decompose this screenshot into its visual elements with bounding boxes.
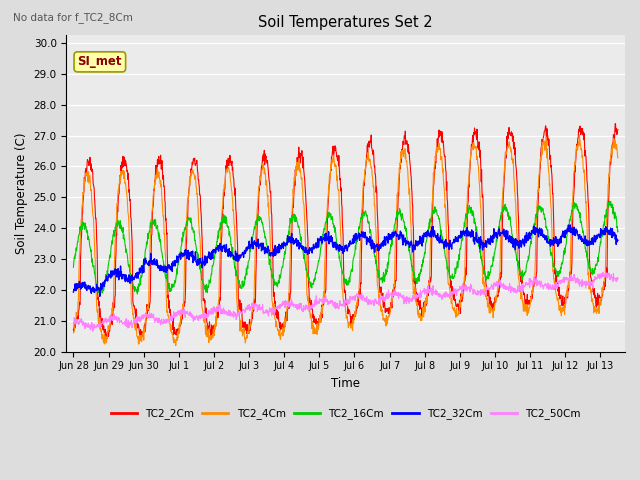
TC2_2Cm bbox=[70, 326, 77, 332]
TC2_4Cm bbox=[508, 149, 515, 155]
TC2_32Cm bbox=[614, 238, 622, 243]
TC2_50Cm bbox=[614, 275, 622, 281]
TC2_50Cm bbox=[70, 320, 77, 326]
TC2_50Cm bbox=[124, 317, 132, 323]
TC2_32Cm bbox=[525, 234, 533, 240]
X-axis label: Time: Time bbox=[332, 377, 360, 390]
Line: TC2_4Cm: TC2_4Cm bbox=[74, 135, 618, 346]
Legend: TC2_2Cm, TC2_4Cm, TC2_16Cm, TC2_32Cm, TC2_50Cm: TC2_2Cm, TC2_4Cm, TC2_16Cm, TC2_32Cm, TC… bbox=[106, 404, 585, 423]
Line: TC2_2Cm: TC2_2Cm bbox=[74, 124, 618, 339]
TC2_32Cm bbox=[566, 222, 574, 228]
Text: No data for f_TC2_8Cm: No data for f_TC2_8Cm bbox=[13, 12, 132, 23]
TC2_2Cm bbox=[275, 309, 282, 315]
TC2_50Cm bbox=[525, 281, 533, 287]
TC2_2Cm bbox=[124, 170, 132, 176]
TC2_16Cm bbox=[124, 262, 132, 268]
TC2_32Cm bbox=[70, 289, 77, 295]
TC2_2Cm bbox=[508, 133, 515, 139]
TC2_16Cm bbox=[70, 264, 77, 270]
TC2_2Cm bbox=[614, 127, 622, 133]
TC2_16Cm bbox=[508, 224, 515, 229]
TC2_16Cm bbox=[113, 221, 120, 227]
TC2_16Cm bbox=[614, 228, 622, 234]
TC2_4Cm bbox=[70, 330, 77, 336]
Line: TC2_50Cm: TC2_50Cm bbox=[74, 272, 618, 331]
TC2_16Cm bbox=[605, 199, 613, 204]
TC2_2Cm bbox=[598, 294, 605, 300]
TC2_4Cm bbox=[275, 328, 282, 334]
Line: TC2_16Cm: TC2_16Cm bbox=[74, 202, 618, 295]
TC2_50Cm bbox=[598, 271, 605, 276]
TC2_32Cm bbox=[598, 228, 606, 233]
TC2_4Cm bbox=[124, 209, 132, 215]
TC2_2Cm bbox=[612, 121, 620, 127]
TC2_2Cm bbox=[525, 297, 533, 303]
TC2_32Cm bbox=[113, 268, 120, 274]
Text: SI_met: SI_met bbox=[77, 55, 122, 68]
TC2_50Cm bbox=[89, 328, 97, 334]
TC2_4Cm bbox=[598, 285, 606, 291]
TC2_50Cm bbox=[275, 305, 282, 311]
TC2_4Cm bbox=[172, 343, 180, 348]
TC2_4Cm bbox=[614, 155, 622, 161]
TC2_4Cm bbox=[525, 306, 533, 312]
TC2_50Cm bbox=[113, 314, 120, 320]
Line: TC2_32Cm: TC2_32Cm bbox=[74, 225, 618, 296]
TC2_4Cm bbox=[113, 218, 120, 224]
TC2_16Cm bbox=[598, 230, 605, 236]
TC2_16Cm bbox=[96, 292, 104, 298]
TC2_2Cm bbox=[103, 336, 111, 342]
TC2_4Cm bbox=[575, 132, 583, 138]
TC2_50Cm bbox=[599, 269, 607, 275]
TC2_2Cm bbox=[113, 232, 120, 238]
TC2_32Cm bbox=[275, 248, 282, 253]
TC2_32Cm bbox=[508, 234, 515, 240]
Y-axis label: Soil Temperature (C): Soil Temperature (C) bbox=[15, 132, 28, 254]
TC2_50Cm bbox=[508, 284, 515, 289]
TC2_16Cm bbox=[275, 277, 282, 283]
TC2_32Cm bbox=[124, 277, 132, 283]
Title: Soil Temperatures Set 2: Soil Temperatures Set 2 bbox=[259, 15, 433, 30]
TC2_32Cm bbox=[96, 293, 104, 299]
TC2_16Cm bbox=[525, 253, 533, 259]
